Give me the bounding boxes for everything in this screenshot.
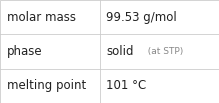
Text: 99.53 g/mol: 99.53 g/mol [106, 11, 177, 24]
Text: 101 °C: 101 °C [106, 79, 147, 92]
Text: phase: phase [7, 45, 42, 58]
Text: solid: solid [106, 45, 134, 58]
Text: melting point: melting point [7, 79, 86, 92]
Text: (at STP): (at STP) [142, 47, 183, 56]
Text: molar mass: molar mass [7, 11, 76, 24]
